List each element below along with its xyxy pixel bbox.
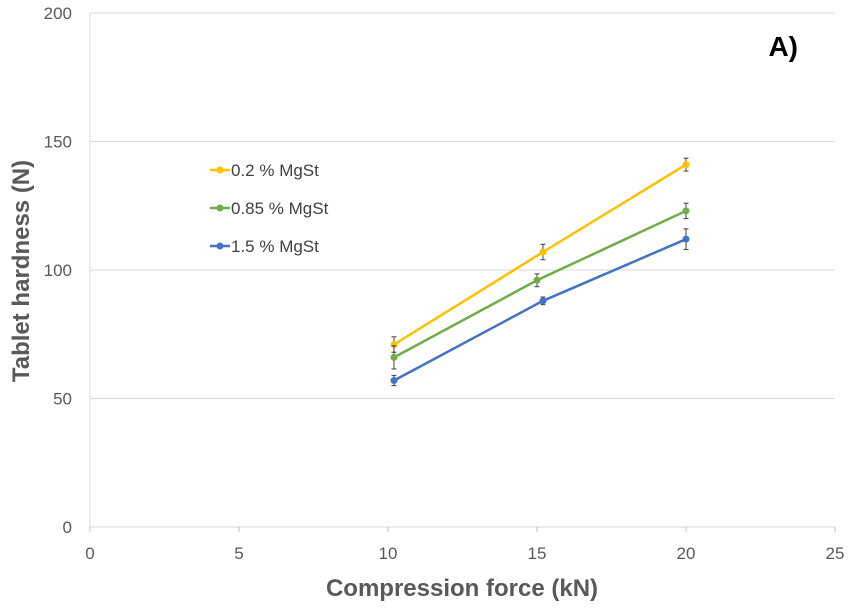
y-tick-label-150: 150 <box>44 133 72 152</box>
data-point <box>533 276 541 284</box>
x-tick-label-25: 25 <box>826 544 845 563</box>
y-tick-labels: 0 50 100 150 200 <box>44 4 72 537</box>
data-point <box>539 297 547 305</box>
x-tick-label-15: 15 <box>528 544 547 563</box>
legend-label-3: 1.5 % MgSt <box>231 237 319 256</box>
x-tick-label-5: 5 <box>234 544 243 563</box>
legend-label-1: 0.2 % MgSt <box>231 161 319 180</box>
panel-label: A) <box>768 31 798 62</box>
series-2 <box>390 202 690 370</box>
y-tick-label-100: 100 <box>44 261 72 280</box>
x-tick-labels: 0 5 10 15 20 25 <box>85 544 844 563</box>
legend-marker-3 <box>216 242 224 250</box>
x-tick-label-10: 10 <box>379 544 398 563</box>
legend-label-2: 0.85 % MgSt <box>231 199 329 218</box>
gridlines <box>89 12 836 532</box>
y-tick-label-0: 0 <box>63 518 72 537</box>
series-1 <box>390 157 690 353</box>
data-point <box>539 248 547 256</box>
legend-marker-2 <box>216 204 224 212</box>
y-tick-label-50: 50 <box>53 390 72 409</box>
data-point <box>682 207 690 215</box>
x-axis-title: Compression force (kN) <box>326 575 598 602</box>
data-point <box>682 161 690 169</box>
x-tick-label-0: 0 <box>85 544 94 563</box>
data-point <box>390 353 398 361</box>
y-axis-title: Tablet hardness (N) <box>8 160 35 382</box>
y-tick-label-200: 200 <box>44 4 72 23</box>
legend-marker-1 <box>216 166 224 174</box>
legend: 0.2 % MgSt 0.85 % MgSt 1.5 % MgSt <box>210 161 329 256</box>
data-point <box>390 377 398 385</box>
x-tick-label-20: 20 <box>677 544 696 563</box>
series-3 <box>390 228 690 387</box>
data-point <box>682 235 690 243</box>
series-layer <box>390 157 690 387</box>
